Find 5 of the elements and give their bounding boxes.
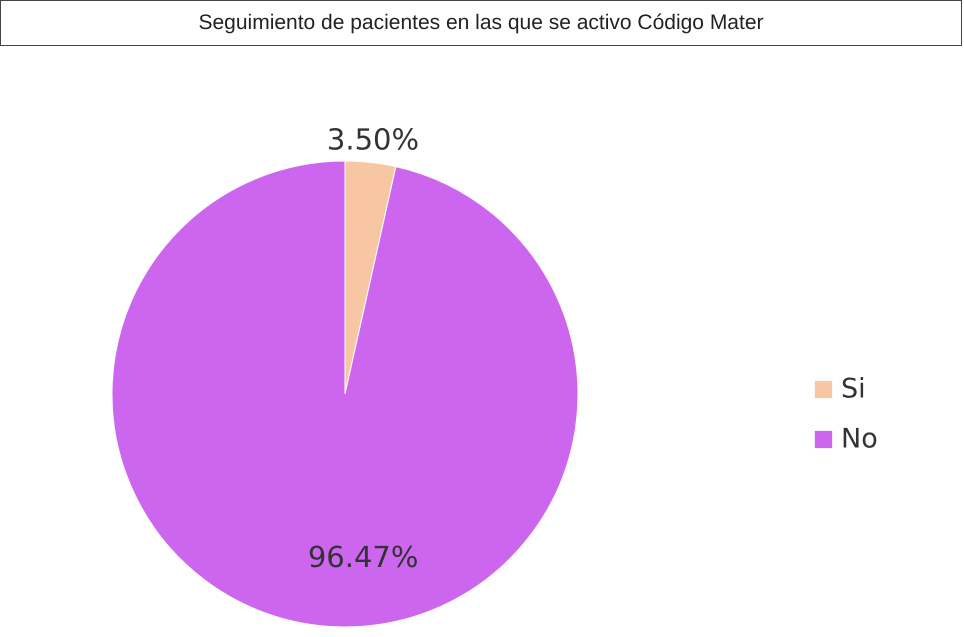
legend-label: Si: [841, 374, 866, 404]
chart-title: Seguimiento de pacientes en las que se activo Código Mater: [0, 0, 962, 46]
legend-label: No: [841, 424, 878, 454]
data-label: 96.47%: [308, 540, 418, 574]
data-label: 3.50%: [326, 122, 420, 157]
